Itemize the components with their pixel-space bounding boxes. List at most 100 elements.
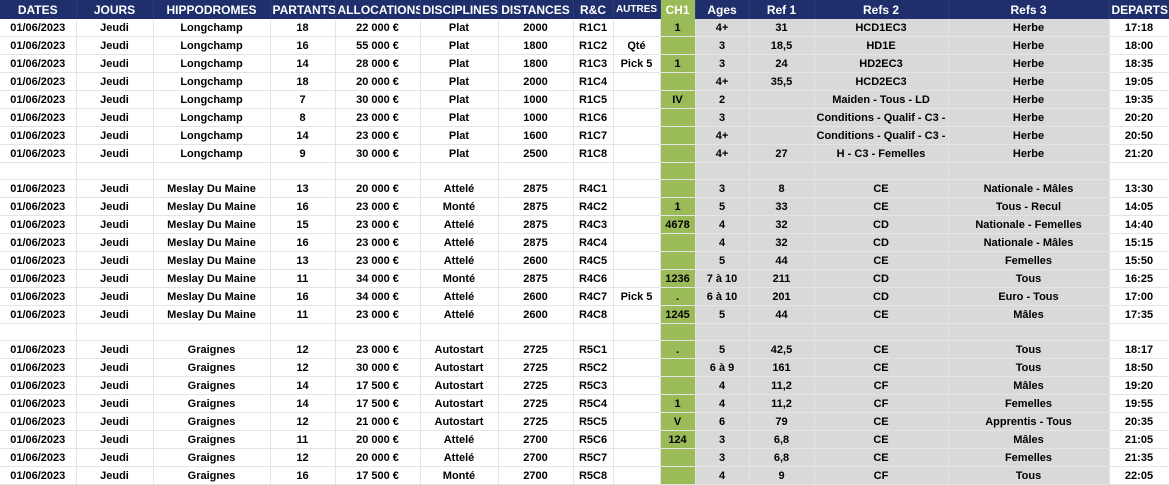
cell-discipline[interactable]: Attelé <box>420 233 499 252</box>
cell-rc[interactable]: R1C5 <box>573 90 614 109</box>
cell-ref1[interactable]: 211 <box>749 269 815 288</box>
cell-autres[interactable] <box>613 144 661 163</box>
cell-refs2[interactable]: CE <box>814 179 949 198</box>
cell-ages[interactable]: 5 <box>695 305 750 324</box>
cell-ages[interactable]: 4+ <box>695 72 750 91</box>
cell-ages[interactable]: 4 <box>695 215 750 234</box>
cell-ref1[interactable]: 35,5 <box>749 72 815 91</box>
cell-depart[interactable]: 18:00 <box>1109 36 1169 55</box>
cell-distance[interactable]: 2725 <box>498 412 574 431</box>
cell-ages[interactable]: 4+ <box>695 19 750 37</box>
cell-ch1[interactable]: . <box>660 287 696 306</box>
cell-refs2[interactable]: H - C3 - Femelles <box>814 144 949 163</box>
cell-hippodrome[interactable]: Meslay Du Maine <box>153 251 271 270</box>
cell-depart[interactable]: 19:20 <box>1109 376 1169 395</box>
cell-ages[interactable]: 4+ <box>695 144 750 163</box>
cell-depart[interactable]: 15:15 <box>1109 233 1169 252</box>
column-header-jours[interactable]: JOURS <box>76 0 154 19</box>
cell-ch1[interactable]: IV <box>660 90 696 109</box>
cell-ref1[interactable] <box>749 108 815 127</box>
cell-hippodrome[interactable]: Meslay Du Maine <box>153 215 271 234</box>
cell-refs3[interactable]: Femelles <box>948 394 1110 413</box>
cell-rc[interactable]: R1C8 <box>573 144 614 163</box>
cell-hippodrome[interactable]: Graignes <box>153 358 271 377</box>
cell-ref1[interactable]: 33 <box>749 197 815 216</box>
cell-ref1[interactable]: 11,2 <box>749 394 815 413</box>
cell-refs3[interactable]: Tous <box>948 358 1110 377</box>
cell-ref1[interactable]: 32 <box>749 233 815 252</box>
cell-date[interactable]: 01/06/2023 <box>0 179 77 198</box>
cell-distance[interactable]: 2725 <box>498 376 574 395</box>
cell-hippodrome[interactable]: Longchamp <box>153 19 271 37</box>
cell-depart[interactable]: 18:50 <box>1109 358 1169 377</box>
cell-ref1[interactable]: 44 <box>749 305 815 324</box>
cell-allocation[interactable]: 34 000 € <box>335 287 421 306</box>
cell-allocation[interactable]: 23 000 € <box>335 305 421 324</box>
cell-ages[interactable]: 3 <box>695 54 750 73</box>
cell-date[interactable]: 01/06/2023 <box>0 430 77 449</box>
cell-discipline[interactable]: Plat <box>420 54 499 73</box>
cell-ref1[interactable] <box>749 90 815 109</box>
cell-hippodrome[interactable]: Longchamp <box>153 108 271 127</box>
cell-rc[interactable] <box>573 162 614 180</box>
cell-discipline[interactable]: Attelé <box>420 287 499 306</box>
cell-partants[interactable]: 18 <box>270 19 336 37</box>
cell-refs2[interactable]: CD <box>814 287 949 306</box>
cell-depart[interactable]: 17:35 <box>1109 305 1169 324</box>
cell-refs2[interactable]: CD <box>814 233 949 252</box>
cell-ch1[interactable] <box>660 144 696 163</box>
cell-refs3[interactable]: Mâles <box>948 376 1110 395</box>
cell-jour[interactable]: Jeudi <box>76 108 154 127</box>
cell-autres[interactable] <box>613 376 661 395</box>
cell-refs3[interactable]: Herbe <box>948 108 1110 127</box>
cell-partants[interactable]: 15 <box>270 215 336 234</box>
cell-rc[interactable]: R1C6 <box>573 108 614 127</box>
cell-depart[interactable]: 21:20 <box>1109 144 1169 163</box>
cell-ref1[interactable]: 79 <box>749 412 815 431</box>
cell-date[interactable]: 01/06/2023 <box>0 412 77 431</box>
cell-hippodrome[interactable]: Graignes <box>153 340 271 359</box>
cell-autres[interactable] <box>613 233 661 252</box>
cell-ref1[interactable]: 42,5 <box>749 340 815 359</box>
cell-allocation[interactable] <box>335 323 421 341</box>
cell-jour[interactable]: Jeudi <box>76 19 154 37</box>
cell-discipline[interactable]: Plat <box>420 108 499 127</box>
cell-distance[interactable]: 2500 <box>498 144 574 163</box>
cell-discipline[interactable]: Monté <box>420 269 499 288</box>
cell-refs3[interactable]: Herbe <box>948 36 1110 55</box>
cell-distance[interactable]: 1000 <box>498 108 574 127</box>
cell-allocation[interactable]: 23 000 € <box>335 108 421 127</box>
cell-discipline[interactable]: Plat <box>420 72 499 91</box>
cell-allocation[interactable]: 30 000 € <box>335 358 421 377</box>
cell-hippodrome[interactable] <box>153 323 271 341</box>
cell-jour[interactable]: Jeudi <box>76 197 154 216</box>
cell-rc[interactable]: R1C7 <box>573 126 614 145</box>
cell-refs2[interactable] <box>814 162 949 180</box>
cell-refs2[interactable]: HD1E <box>814 36 949 55</box>
cell-date[interactable]: 01/06/2023 <box>0 144 77 163</box>
cell-date[interactable]: 01/06/2023 <box>0 19 77 37</box>
cell-ch1[interactable] <box>660 162 696 180</box>
column-header-dates[interactable]: DATES <box>0 0 77 19</box>
cell-ref1[interactable]: 27 <box>749 144 815 163</box>
cell-date[interactable]: 01/06/2023 <box>0 233 77 252</box>
cell-autres[interactable] <box>613 19 661 37</box>
cell-jour[interactable]: Jeudi <box>76 54 154 73</box>
cell-date[interactable]: 01/06/2023 <box>0 197 77 216</box>
cell-depart[interactable] <box>1109 162 1169 180</box>
cell-hippodrome[interactable]: Graignes <box>153 376 271 395</box>
cell-hippodrome[interactable]: Graignes <box>153 430 271 449</box>
cell-refs2[interactable]: CE <box>814 448 949 467</box>
cell-refs2[interactable]: CE <box>814 430 949 449</box>
cell-partants[interactable]: 16 <box>270 233 336 252</box>
cell-rc[interactable] <box>573 323 614 341</box>
cell-refs3[interactable]: Tous - Recul <box>948 197 1110 216</box>
cell-discipline[interactable]: Attelé <box>420 179 499 198</box>
column-header-partants[interactable]: PARTANTS <box>270 0 336 19</box>
cell-ref1[interactable]: 31 <box>749 19 815 37</box>
cell-ch1[interactable]: V <box>660 412 696 431</box>
cell-rc[interactable]: R1C4 <box>573 72 614 91</box>
cell-allocation[interactable]: 20 000 € <box>335 448 421 467</box>
cell-refs2[interactable]: Conditions - Qualif - C3 - Tous <box>814 126 949 145</box>
cell-allocation[interactable]: 17 500 € <box>335 394 421 413</box>
